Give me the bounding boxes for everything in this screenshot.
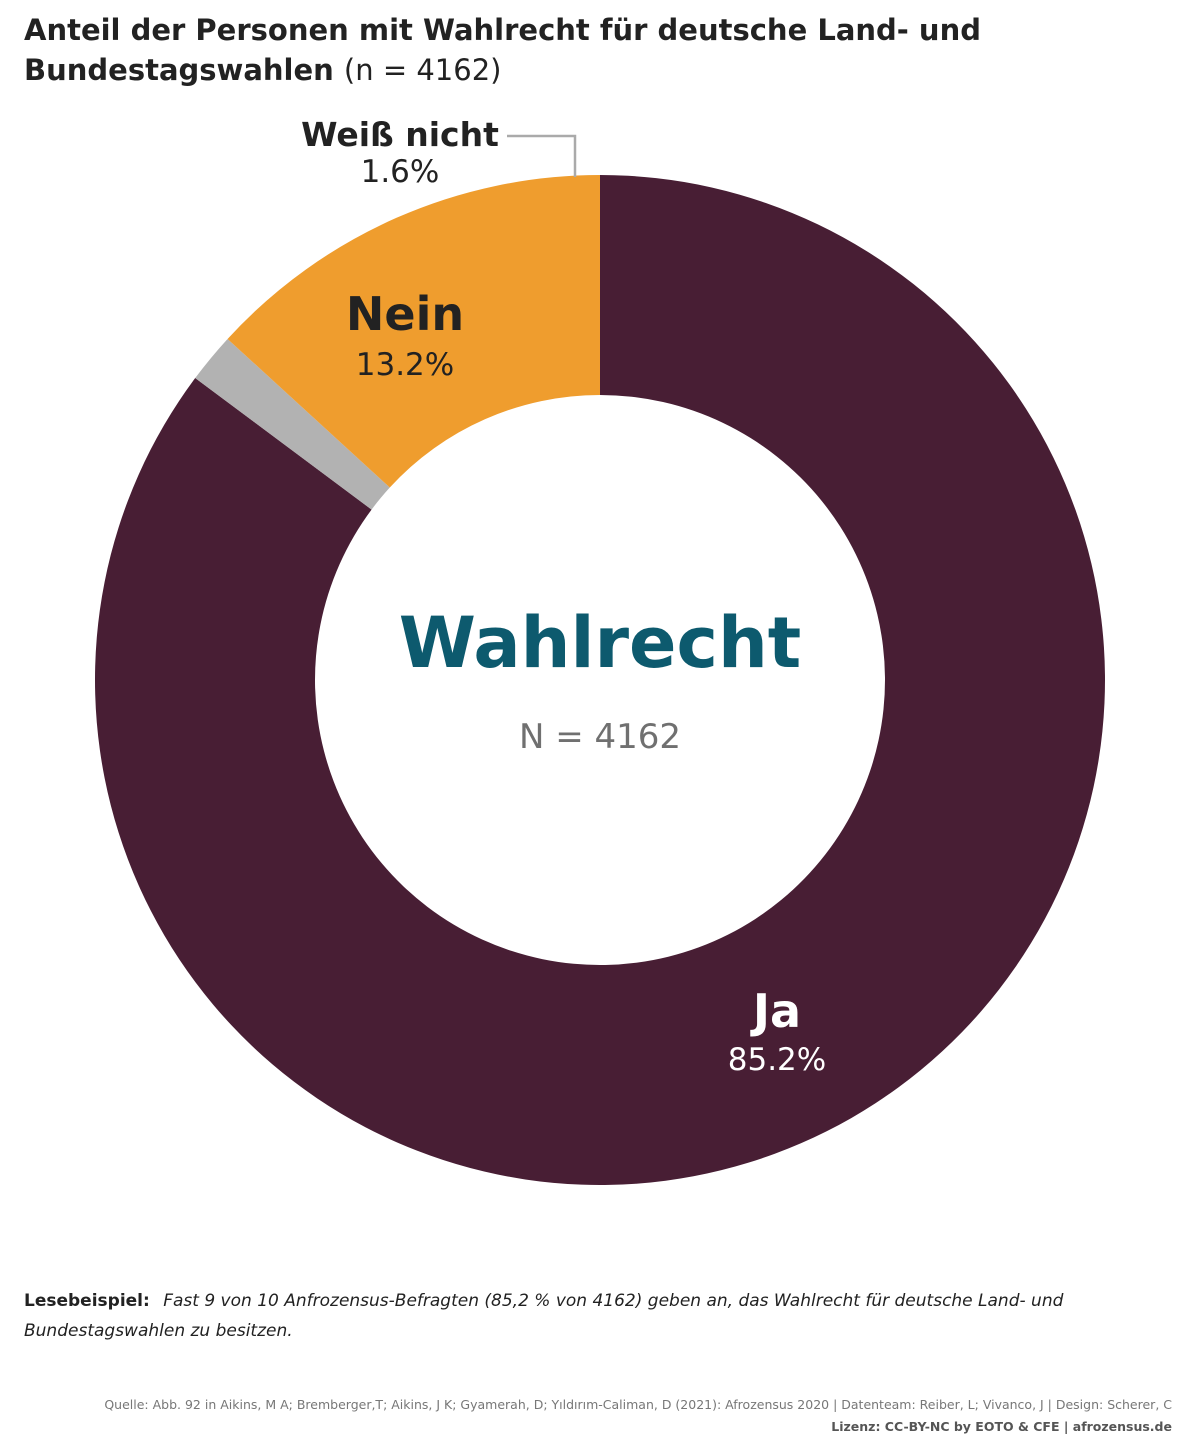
slice-ja (94, 175, 1105, 1185)
chart-title: Anteil der Personen mit Wahlrecht für de… (24, 10, 1174, 90)
slice-value-ja: 85.2% (728, 1042, 826, 1078)
slice-label-ja: Ja (750, 984, 801, 1038)
chart-title-text: Anteil der Personen mit Wahlrecht für de… (24, 13, 981, 87)
donut-slices (94, 175, 1105, 1185)
center-title: Wahlrecht (399, 602, 802, 684)
slice-weiss-nicht (195, 338, 390, 510)
donut-chart: Wahlrecht N = 4162 Nein 13.2% Weiß nicht… (94, 115, 1105, 1185)
slice-value-weiss-nicht: 1.6% (361, 154, 440, 190)
reading-example-label: Lesebeispiel: (24, 1291, 150, 1311)
slice-label-weiss-nicht: Weiß nicht (301, 115, 499, 154)
reading-example-text: Fast 9 von 10 Anfrozensus-Befragten (85,… (24, 1291, 1064, 1341)
weiss-nicht-leader-line (507, 134, 577, 177)
chart-title-n: (n = 4162) (343, 53, 502, 87)
slice-label-nein: Nein (346, 287, 464, 341)
license-note: Lizenz: CC-BY-NC by EOTO & CFE | afrozen… (831, 1419, 1172, 1434)
reading-example: Lesebeispiel: Fast 9 von 10 Anfrozensus-… (24, 1286, 1124, 1346)
source-note: Quelle: Abb. 92 in Aikins, M A; Bremberg… (104, 1397, 1172, 1412)
slice-value-nein: 13.2% (356, 347, 454, 383)
center-subtitle: N = 4162 (519, 717, 681, 757)
slice-nein (227, 175, 600, 488)
